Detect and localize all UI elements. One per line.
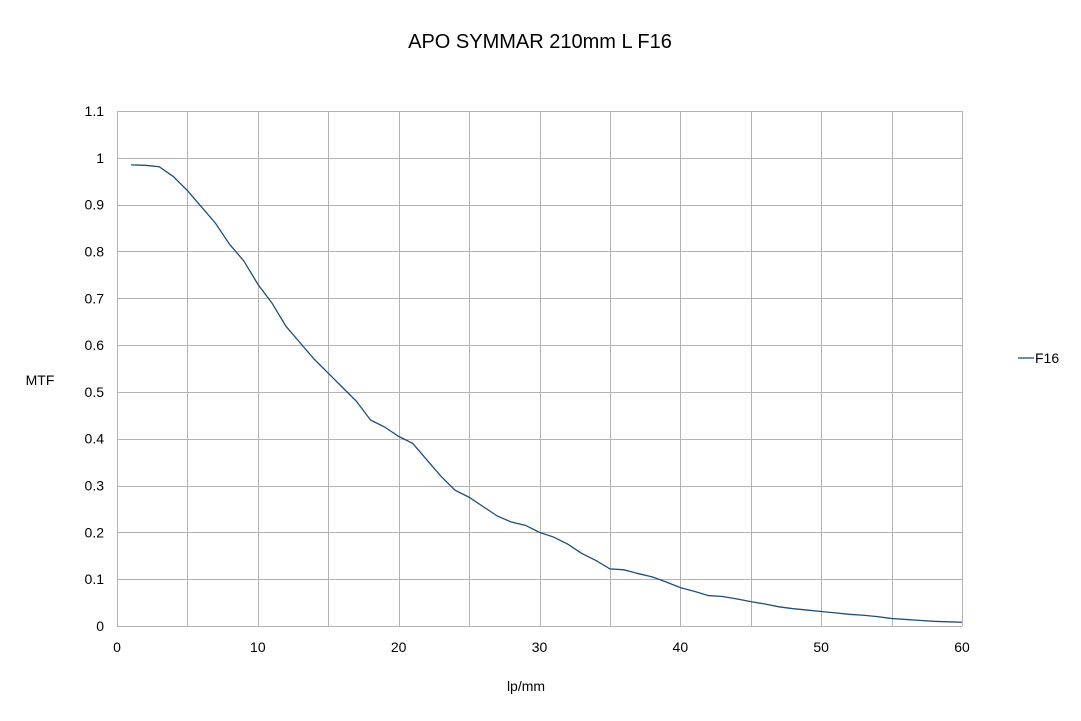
- x-tick-label: 40: [673, 639, 689, 655]
- chart-title: APO SYMMAR 210mm L F16: [408, 31, 672, 53]
- y-tick-label: 0: [96, 618, 104, 634]
- grid: [117, 111, 963, 627]
- x-tick-label: 0: [113, 639, 121, 655]
- x-tick-label: 30: [532, 639, 548, 655]
- y-tick-label: 0.7: [85, 290, 105, 306]
- x-axis-label: lp/mm: [507, 678, 545, 694]
- series-line-f16: [131, 164, 963, 623]
- y-tick-label: 1.1: [85, 103, 105, 119]
- x-tick-label: 10: [250, 639, 266, 655]
- y-tick-label: 0.3: [85, 478, 105, 494]
- y-tick-label: 0.8: [85, 243, 105, 259]
- x-tick-label: 50: [813, 639, 829, 655]
- y-tick-label: 0.6: [85, 337, 105, 353]
- y-axis-label: MTF: [26, 372, 55, 388]
- x-tick-label: 60: [954, 639, 970, 655]
- y-tick-label: 0.9: [85, 197, 105, 213]
- y-tick-label: 1: [96, 150, 104, 166]
- legend: F16: [1018, 350, 1059, 366]
- y-tick-label: 0.1: [85, 571, 105, 587]
- x-tick-label: 20: [391, 639, 407, 655]
- y-tick-label: 0.4: [85, 431, 105, 447]
- legend-label-f16: F16: [1035, 350, 1059, 366]
- tick-labels: 0 10 20 30 40 50 60 0 0.1 0.2 0.3 0.4 0.5 0.6 0.7 0.8 0.…: [85, 103, 970, 655]
- y-tick-label: 0.2: [85, 524, 105, 540]
- y-tick-label: 0.5: [85, 384, 105, 400]
